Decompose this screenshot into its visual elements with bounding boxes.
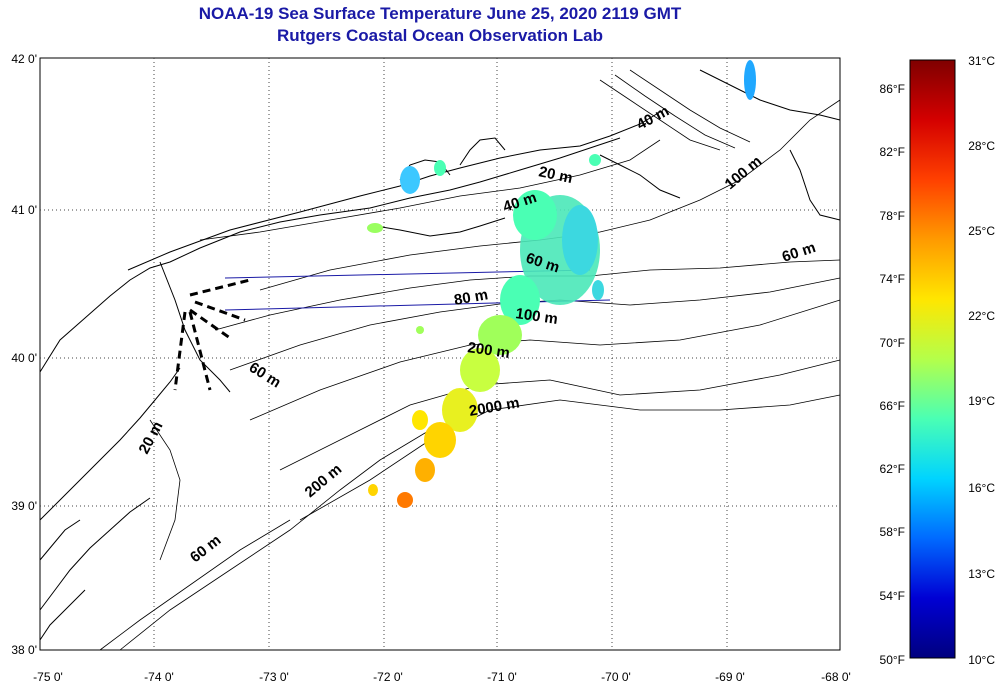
lon-tick-label: -68 0' [821, 670, 851, 684]
sst-data [367, 60, 756, 508]
lon-tick-label: -69 0' [715, 670, 745, 684]
colorbar-c-label: 31°C [968, 54, 995, 68]
chart-title: NOAA-19 Sea Surface Temperature June 25,… [198, 4, 682, 23]
lon-tick-label: -72 0' [373, 670, 403, 684]
colorbar-c-label: 19°C [968, 394, 995, 408]
lon-tick-label: -71 0' [487, 670, 517, 684]
colorbar-c-label: 28°C [968, 139, 995, 153]
colorbar-c-label: 22°C [968, 309, 995, 323]
colorbar-f-label: 54°F [880, 589, 905, 603]
colorbar-c-label: 16°C [968, 481, 995, 495]
colorbar-f-label: 74°F [880, 272, 905, 286]
lon-tick-label: -75 0' [33, 670, 63, 684]
depth-label: 20 m [537, 163, 574, 187]
lon-tick-label: -74 0' [144, 670, 174, 684]
colorbar-c-label: 13°C [968, 567, 995, 581]
colorbar-f-label: 66°F [880, 399, 905, 413]
lat-tick-label: 38 0' [11, 643, 37, 657]
depth-label: 80 m [453, 286, 490, 309]
colorbar-f-label: 58°F [880, 525, 905, 539]
colorbar [909, 59, 956, 659]
colorbar-c-labels: 31°C 28°C 25°C 22°C 19°C 16°C 13°C 10°C [968, 54, 995, 667]
chart-subtitle: Rutgers Coastal Ocean Observation Lab [277, 26, 603, 45]
depth-label: 200 m [466, 339, 510, 362]
colorbar-f-label: 62°F [880, 462, 905, 476]
lon-tick-label: -73 0' [259, 670, 289, 684]
colorbar-f-label: 70°F [880, 336, 905, 350]
lon-tick-labels: -75 0' -74 0' -73 0' -72 0' -71 0' -70 0… [33, 670, 851, 684]
lon-tick-label: -70 0' [601, 670, 631, 684]
colorbar-f-label: 50°F [880, 653, 905, 667]
lat-tick-label: 40 0' [11, 351, 37, 365]
dashed-isobaths [173, 278, 251, 391]
lat-tick-label: 39 0' [11, 499, 37, 513]
colorbar-c-label: 10°C [968, 653, 995, 667]
colorbar-c-label: 25°C [968, 224, 995, 238]
colorbar-f-label: 78°F [880, 209, 905, 223]
depth-label: 100 m [514, 305, 558, 328]
lat-tick-label: 42 0' [11, 52, 37, 66]
colorbar-f-labels: 86°F 82°F 78°F 74°F 70°F 66°F 62°F 58°F … [880, 82, 905, 667]
lat-tick-labels: 42 0' 41 0' 40 0' 39 0' 38 0' [11, 52, 37, 657]
lat-tick-label: 41 0' [11, 203, 37, 217]
map-frame [39, 57, 841, 651]
colorbar-f-label: 82°F [880, 145, 905, 159]
colorbar-f-label: 86°F [880, 82, 905, 96]
